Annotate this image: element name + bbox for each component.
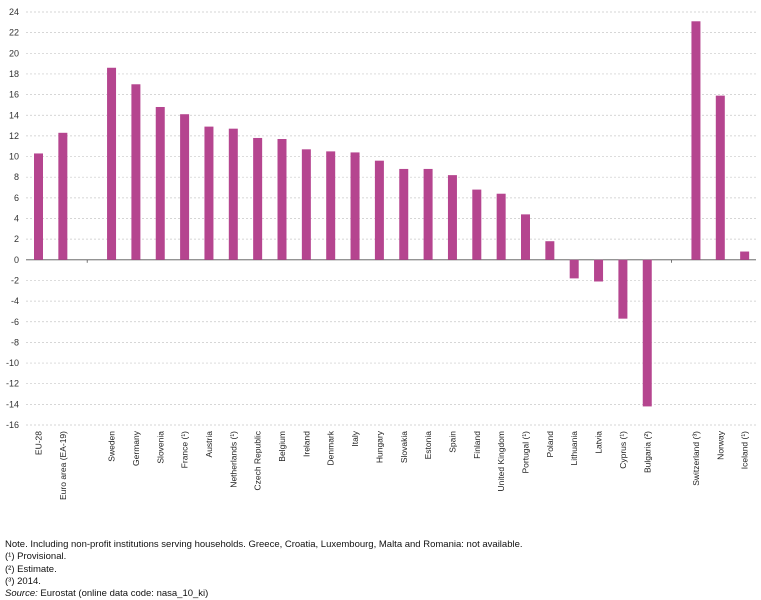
source-label: Source: — [5, 588, 38, 600]
bar — [155, 106, 165, 260]
category-label: Latvia — [594, 431, 604, 454]
bar — [277, 138, 287, 260]
category-label: Lithuania — [569, 431, 579, 466]
category-label: Slovakia — [399, 431, 409, 463]
y-tick-label: 20 — [9, 48, 19, 58]
bars — [34, 21, 750, 407]
y-tick-label: 10 — [9, 152, 19, 162]
bar — [204, 126, 214, 260]
category-label: Estonia — [423, 431, 433, 460]
category-label: Bulgaria (²) — [642, 431, 652, 473]
category-label: Slovenia — [155, 431, 165, 464]
y-tick-label: -10 — [6, 358, 19, 368]
bar — [447, 175, 457, 260]
bar — [34, 153, 43, 260]
bar — [374, 160, 384, 260]
bar — [545, 241, 555, 260]
bar — [131, 84, 141, 260]
y-tick-label: 0 — [14, 255, 19, 265]
bar — [496, 193, 506, 260]
y-tick-label: 4 — [14, 214, 19, 224]
category-label: Norway — [715, 430, 725, 460]
bar — [253, 137, 263, 260]
category-label: Finland — [472, 431, 482, 459]
category-label: United Kingdom — [496, 431, 506, 491]
category-label: Cyprus (¹) — [618, 431, 628, 469]
note-text: Note. Including non-profit institutions … — [5, 539, 523, 550]
y-tick-label: 18 — [9, 69, 19, 79]
category-label: Euro area (EA-19) — [58, 431, 68, 500]
y-tick-label: 24 — [9, 7, 19, 17]
source-text: Eurostat (online data code: nasa_10_ki) — [37, 588, 209, 600]
category-label: Switzerland (³) — [691, 431, 701, 486]
y-tick-label: 8 — [14, 172, 19, 182]
footnote-provisional: (¹) Provisional. — [5, 551, 67, 563]
y-axis-tick-labels: 242220181614121086420-2-4-6-8-10-12-14-1… — [6, 7, 19, 430]
bar — [423, 168, 433, 260]
y-tick-label: -6 — [11, 317, 19, 327]
y-tick-label: 2 — [14, 234, 19, 244]
category-label: Ireland — [301, 431, 311, 457]
category-label: France (¹) — [180, 431, 190, 468]
y-tick-label: -14 — [6, 399, 19, 409]
y-tick-label: -12 — [6, 379, 19, 389]
y-tick-label: -16 — [6, 420, 19, 430]
bar — [107, 67, 117, 260]
y-tick-label: 22 — [9, 28, 19, 38]
bar — [715, 95, 725, 260]
y-tick-label: -8 — [11, 337, 19, 347]
category-label: Sweden — [107, 431, 117, 462]
bar-chart: 242220181614121086420-2-4-6-8-10-12-14-1… — [6, 7, 756, 500]
footnote-2014: (³) 2014. — [5, 575, 41, 587]
category-label: Hungary — [374, 430, 384, 463]
y-tick-label: 12 — [9, 131, 19, 141]
category-label: Iceland (¹) — [740, 431, 750, 469]
bar — [691, 21, 701, 260]
category-label: Italy — [350, 430, 360, 446]
y-tick-label: 16 — [9, 90, 19, 100]
category-label: Portugal (¹) — [521, 431, 531, 474]
bar — [180, 114, 190, 260]
bar — [301, 149, 311, 260]
category-label: Netherlands (¹) — [228, 431, 238, 488]
bar — [228, 128, 238, 260]
category-label: Germany — [131, 430, 141, 466]
category-label: Spain — [447, 431, 457, 453]
y-tick-label: -2 — [11, 275, 19, 285]
category-labels: EU-28 Euro area (EA-19) Sweden Germany Slove… — [34, 430, 750, 500]
bar — [521, 214, 530, 260]
y-tick-label: -4 — [11, 296, 19, 306]
bar — [594, 259, 604, 282]
bar — [350, 152, 360, 260]
bar — [642, 259, 652, 407]
category-label: Belgium — [277, 431, 287, 462]
bar — [569, 259, 579, 279]
y-tick-label: 6 — [14, 193, 19, 203]
category-label: Czech Republic — [253, 430, 263, 490]
bar — [58, 132, 68, 260]
bar — [618, 259, 628, 319]
bar — [326, 151, 336, 260]
category-label: Poland — [545, 431, 555, 458]
bar — [399, 168, 409, 260]
category-label: Denmark — [326, 430, 336, 465]
y-tick-label: 14 — [9, 110, 19, 120]
category-label: EU-28 — [34, 431, 44, 455]
category-label: Austria — [204, 431, 214, 458]
bar — [740, 251, 750, 260]
footnote-estimate: (²) Estimate. — [5, 563, 57, 575]
source-line: Source: Eurostat (online data code: nasa… — [5, 588, 755, 600]
bar — [472, 189, 482, 260]
gridlines — [26, 11, 756, 426]
chart-notes: Note. Including non-profit institutions … — [5, 539, 755, 600]
